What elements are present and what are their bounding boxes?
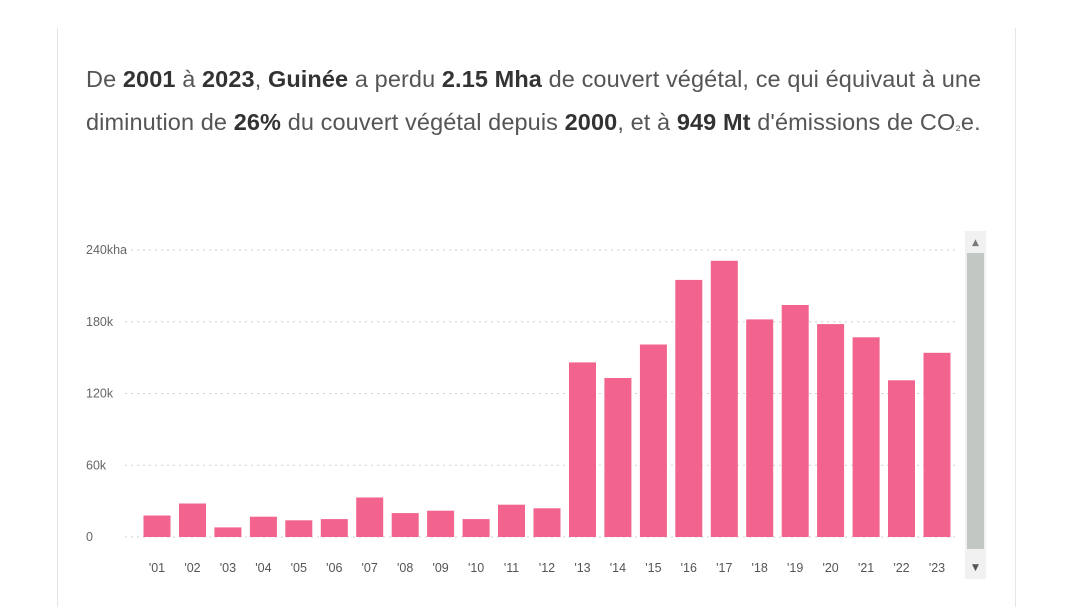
x-tick-label: '11 bbox=[504, 561, 519, 575]
x-tick-label: '09 bbox=[432, 561, 448, 575]
x-tick-label: '17 bbox=[716, 561, 732, 575]
bar[interactable] bbox=[533, 508, 561, 537]
bar[interactable] bbox=[852, 337, 880, 537]
percent-value: 26% bbox=[233, 109, 282, 135]
y-axis: 0 60k 120k 180k 240kha bbox=[86, 243, 127, 544]
scroll-down-arrow[interactable]: ▼ bbox=[972, 563, 979, 573]
x-tick-label: '15 bbox=[645, 561, 661, 575]
bar[interactable] bbox=[675, 279, 703, 537]
summary-fragment: De bbox=[86, 66, 123, 92]
x-tick-label: '06 bbox=[326, 561, 342, 575]
bars bbox=[143, 260, 951, 538]
x-tick-label: '18 bbox=[752, 561, 768, 575]
subscript-two: ₂ bbox=[955, 117, 961, 133]
y-tick-label: 0 bbox=[86, 530, 93, 544]
summary-fragment: , et à bbox=[617, 109, 677, 135]
bar[interactable] bbox=[427, 510, 455, 537]
x-tick-label: '02 bbox=[184, 561, 200, 575]
summary-fragment: , bbox=[254, 66, 268, 92]
summary-fragment: a perdu bbox=[348, 66, 442, 92]
summary-fragment: du couvert végétal depuis bbox=[281, 109, 565, 135]
x-tick-label: '22 bbox=[893, 561, 909, 575]
bar[interactable] bbox=[888, 380, 915, 537]
bar[interactable] bbox=[498, 504, 525, 537]
bar[interactable] bbox=[569, 362, 596, 537]
bar[interactable] bbox=[179, 503, 206, 538]
x-tick-label: '08 bbox=[397, 561, 413, 575]
x-tick-label: '07 bbox=[362, 561, 378, 575]
x-tick-label: '01 bbox=[149, 561, 165, 575]
bar[interactable] bbox=[710, 260, 738, 537]
x-tick-label: '03 bbox=[220, 561, 236, 575]
x-tick-label: '16 bbox=[681, 561, 697, 575]
scroll-up-arrow[interactable]: ▲ bbox=[972, 238, 979, 248]
scrollbar-thumb[interactable] bbox=[967, 253, 984, 549]
y-tick-label: 120k bbox=[86, 387, 114, 401]
x-tick-label: '21 bbox=[858, 561, 874, 575]
bar[interactable] bbox=[356, 497, 384, 538]
bar[interactable] bbox=[817, 324, 845, 537]
x-tick-label: '10 bbox=[468, 561, 484, 575]
x-tick-label: '14 bbox=[610, 561, 626, 575]
summary-fragment: de couvert végétal, ce qui équivaut à un… bbox=[86, 66, 982, 135]
x-tick-label: '23 bbox=[929, 561, 945, 575]
x-tick-label: '05 bbox=[291, 561, 307, 575]
x-axis: '01 '02 '03 '04 '05 '06 '07 '08 '09 '10 '11 '12 '13 '… bbox=[149, 561, 945, 575]
x-tick-label: '04 bbox=[255, 561, 271, 575]
summary-text: De 2001 à 2023, Guinée a perdu 2.15 Mha … bbox=[86, 58, 991, 147]
bar[interactable] bbox=[285, 520, 313, 537]
bar[interactable] bbox=[320, 519, 348, 537]
y-tick-label: 60k bbox=[86, 458, 107, 472]
bar[interactable] bbox=[391, 513, 419, 537]
x-tick-label: '19 bbox=[787, 561, 803, 575]
bar[interactable] bbox=[462, 519, 490, 537]
summary-fragment: e. bbox=[960, 109, 981, 135]
y-tick-label: 180k bbox=[86, 315, 114, 329]
end-year: 2023 bbox=[202, 66, 255, 92]
x-tick-label: '12 bbox=[539, 561, 555, 575]
bar[interactable] bbox=[214, 527, 242, 537]
chart-scrollbar[interactable]: ▲ ▼ bbox=[965, 231, 986, 579]
bar[interactable] bbox=[746, 319, 774, 537]
x-tick-label: '13 bbox=[574, 561, 590, 575]
bar[interactable] bbox=[639, 344, 667, 538]
summary-fragment: d'émissions de CO bbox=[750, 109, 956, 135]
y-tick-label: 240kha bbox=[86, 243, 127, 257]
bar[interactable] bbox=[249, 516, 277, 537]
bar[interactable] bbox=[604, 378, 632, 537]
bar[interactable] bbox=[781, 305, 809, 537]
bar[interactable] bbox=[143, 515, 171, 538]
emissions-value: 949 Mt bbox=[676, 109, 751, 135]
base-year: 2000 bbox=[564, 109, 618, 135]
summary-fragment: à bbox=[175, 66, 202, 92]
loss-value: 2.15 Mha bbox=[441, 66, 542, 92]
country-name: Guinée bbox=[267, 66, 349, 92]
x-tick-label: '20 bbox=[822, 561, 838, 575]
start-year: 2001 bbox=[122, 66, 176, 92]
bar[interactable] bbox=[923, 352, 951, 537]
